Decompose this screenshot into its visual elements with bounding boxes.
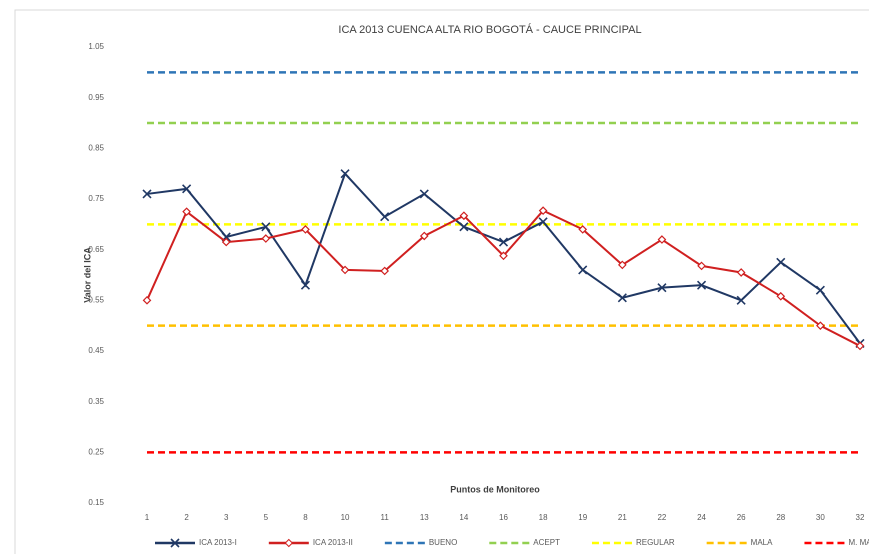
marker xyxy=(142,295,152,305)
marker xyxy=(776,291,786,301)
marker xyxy=(538,206,548,216)
x-tick-label: 3 xyxy=(224,513,229,522)
x-tick-label: 18 xyxy=(539,513,548,522)
y-tick-label: 0.45 xyxy=(88,346,104,355)
marker xyxy=(538,217,548,227)
y-tick-label: 1.05 xyxy=(88,42,104,51)
legend-marker xyxy=(170,538,180,548)
legend-label: MALA xyxy=(751,538,773,547)
legend-marker xyxy=(284,538,294,548)
marker xyxy=(459,222,469,232)
y-tick-label: 0.65 xyxy=(88,245,104,254)
chart-frame xyxy=(14,9,869,554)
x-tick-label: 21 xyxy=(618,513,627,522)
x-tick-label: 13 xyxy=(420,513,429,522)
marker xyxy=(617,293,627,303)
y-tick-label: 0.25 xyxy=(88,447,104,456)
marker xyxy=(300,280,311,290)
y-tick-label: 0.75 xyxy=(88,194,104,203)
marker xyxy=(816,321,825,331)
marker xyxy=(617,260,627,270)
marker xyxy=(340,265,350,275)
marker xyxy=(459,211,469,221)
marker xyxy=(736,268,746,277)
marker xyxy=(855,341,865,351)
x-tick-label: 28 xyxy=(776,513,785,522)
x-tick-label: 22 xyxy=(657,513,666,522)
y-tick-label: 0.95 xyxy=(88,93,104,102)
x-tick-label: 32 xyxy=(856,513,865,522)
marker xyxy=(697,261,706,271)
marker xyxy=(142,189,152,199)
x-tick-label: 30 xyxy=(816,513,825,522)
legend-label: REGULAR xyxy=(636,538,675,547)
marker xyxy=(182,207,191,217)
marker xyxy=(221,237,231,247)
marker xyxy=(657,235,667,244)
marker xyxy=(499,251,508,261)
legend-label: ACEPT xyxy=(533,538,560,547)
x-tick-label: 8 xyxy=(303,513,308,522)
marker xyxy=(301,225,310,234)
x-axis-label: Puntos de Monitoreo xyxy=(450,484,540,494)
x-tick-label: 19 xyxy=(578,513,587,522)
marker xyxy=(261,234,271,243)
marker xyxy=(776,257,786,267)
y-tick-label: 0.15 xyxy=(88,498,104,507)
marker xyxy=(182,184,192,194)
x-tick-label: 10 xyxy=(341,513,350,522)
x-tick-label: 14 xyxy=(459,513,468,522)
x-tick-label: 5 xyxy=(264,513,269,522)
y-tick-label: 0.85 xyxy=(88,143,104,152)
marker xyxy=(815,285,825,295)
marker xyxy=(380,212,390,222)
legend-label: M. MALA xyxy=(848,538,869,547)
marker xyxy=(419,231,429,241)
marker xyxy=(657,283,667,293)
marker xyxy=(696,280,707,290)
x-tick-label: 2 xyxy=(184,513,189,522)
chart-title: ICA 2013 CUENCA ALTA RIO BOGOTÁ - CAUCE … xyxy=(338,23,641,36)
marker xyxy=(578,265,588,275)
marker xyxy=(340,169,350,179)
x-tick-label: 1 xyxy=(145,513,150,522)
y-tick-label: 0.35 xyxy=(88,397,104,406)
legend-label: ICA 2013-I xyxy=(199,538,237,547)
x-tick-label: 26 xyxy=(737,513,746,522)
x-tick-label: 11 xyxy=(381,513,390,522)
legend-label: BUENO xyxy=(429,538,457,547)
marker xyxy=(498,237,509,247)
x-tick-label: 16 xyxy=(499,513,508,522)
marker xyxy=(380,266,390,276)
marker xyxy=(261,222,271,232)
marker xyxy=(578,225,588,234)
marker xyxy=(419,189,429,199)
y-axis-label: Valor del ICA xyxy=(82,247,92,303)
x-tick-label: 24 xyxy=(697,513,706,522)
y-tick-label: 0.55 xyxy=(88,295,104,304)
legend-label: ICA 2013-II xyxy=(313,538,353,547)
marker xyxy=(736,295,746,305)
